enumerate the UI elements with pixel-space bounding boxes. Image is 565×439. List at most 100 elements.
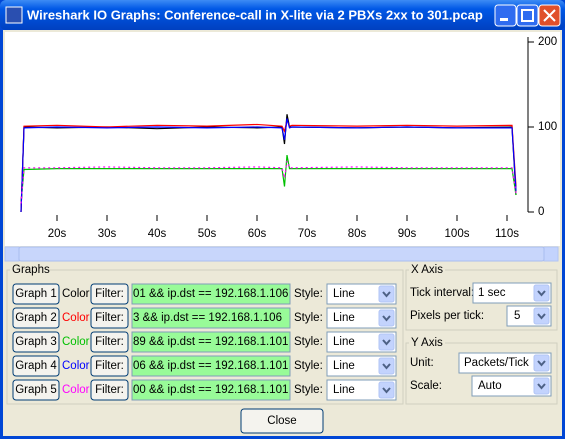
x-tick-label: 20s xyxy=(48,228,67,240)
filter-button-label: Filter: xyxy=(95,384,124,396)
y-axis-group-title: Y Axis xyxy=(411,337,443,349)
filter-text: 00 && ip.dst == 192.168.1.101 xyxy=(133,384,288,396)
color-label: Color xyxy=(62,312,90,324)
group-label-bg xyxy=(10,264,48,276)
color-label: Color xyxy=(62,336,90,348)
dropdown-arrow xyxy=(537,290,546,297)
x-tick-label: 110s xyxy=(495,228,519,240)
filter-button-label: Filter: xyxy=(95,288,124,300)
graph-toggle-button[interactable] xyxy=(12,331,60,353)
close-icon xyxy=(543,9,556,22)
x-tick-label: 80s xyxy=(348,228,367,240)
graph-toggle-label: Graph 2 xyxy=(15,312,57,324)
group-label-bg xyxy=(409,337,445,349)
filter-button[interactable] xyxy=(90,307,129,329)
close-button[interactable] xyxy=(240,408,324,434)
dropdown-arrow-button[interactable] xyxy=(378,357,395,375)
color-label: Color xyxy=(62,288,90,300)
graph-toggle-label: Graph 5 xyxy=(15,384,57,396)
filter-button[interactable] xyxy=(90,355,129,377)
filter-text: 3 && ip.dst == 192.168.1.106 xyxy=(133,312,282,324)
color-label: Color xyxy=(62,384,90,396)
y-tick-label: 200 xyxy=(538,36,557,48)
style-label: Style: xyxy=(294,312,323,324)
plot-area[interactable] xyxy=(5,32,560,246)
graph-toggle-button[interactable] xyxy=(12,307,60,329)
filter-field[interactable] xyxy=(131,355,291,377)
graph-toggle-button[interactable] xyxy=(12,283,60,305)
filter-button-label: Filter: xyxy=(95,360,124,372)
y-tick-label: 100 xyxy=(538,121,557,133)
filter-text: 89 && ip.dst == 192.168.1.101 xyxy=(133,336,288,348)
graph-toggle-label: Graph 1 xyxy=(15,288,57,300)
chart: 0 100 200 20s 30s 40s 50s 60s 70s 80s 90s 100s 110s xyxy=(20,36,557,240)
dropdown-arrow xyxy=(537,313,546,320)
window-title: Wireshark IO Graphs: Conference-call in … xyxy=(27,7,483,22)
scroll-left[interactable] xyxy=(4,246,20,262)
scale-value: Auto xyxy=(478,380,502,392)
style-label: Style: xyxy=(294,384,323,396)
tick-interval-label: Tick interval: xyxy=(410,287,474,299)
dropdown-arrow xyxy=(382,387,391,394)
x-tick-label: 40s xyxy=(148,228,167,240)
dropdown-arrow-button[interactable] xyxy=(378,285,395,303)
graph-toggle-button[interactable] xyxy=(12,379,60,401)
graphs-group xyxy=(6,269,404,405)
filter-button-label: Filter: xyxy=(95,312,124,324)
dropdown-arrow-button[interactable] xyxy=(533,284,550,302)
filter-button[interactable] xyxy=(90,283,129,305)
x-axis-group xyxy=(405,269,558,331)
maximize-button[interactable] xyxy=(516,4,539,27)
dropdown-arrow xyxy=(382,339,391,346)
dropdown-arrow-button[interactable] xyxy=(533,377,550,395)
close-button-label: Close xyxy=(267,415,296,427)
dropdown-arrow-button[interactable] xyxy=(533,354,550,372)
style-value: Line xyxy=(333,312,355,324)
dropdown-arrow xyxy=(537,383,546,390)
graph-toggle-button[interactable] xyxy=(12,355,60,377)
filter-button[interactable] xyxy=(90,331,129,353)
filter-field[interactable] xyxy=(131,283,291,305)
minimize-button[interactable] xyxy=(494,4,517,27)
scrollbar-thumb[interactable] xyxy=(18,246,545,262)
style-value: Line xyxy=(333,336,355,348)
filter-field[interactable] xyxy=(131,307,291,329)
dropdown-arrow-button[interactable] xyxy=(378,309,395,327)
filter-button[interactable] xyxy=(90,379,129,401)
filter-field[interactable] xyxy=(131,379,291,401)
series-line xyxy=(20,154,517,204)
style-label: Style: xyxy=(294,336,323,348)
graph-rows: Graph 1 Color Filter: 01 && ip.dst == 192.1… xyxy=(12,283,397,401)
scale-label: Scale: xyxy=(410,380,442,392)
style-value: Line xyxy=(333,384,355,396)
x-tick-label: 60s xyxy=(248,228,267,240)
graph-toggle-label: Graph 3 xyxy=(15,336,57,348)
series-line xyxy=(20,118,517,213)
filter-field[interactable] xyxy=(131,331,291,353)
scroll-right[interactable] xyxy=(543,246,559,262)
x-tick-label: 100s xyxy=(445,228,470,240)
dropdown-arrow-button[interactable] xyxy=(533,307,550,325)
tick-interval-select[interactable] xyxy=(472,282,552,304)
x-tick-label: 50s xyxy=(198,228,217,240)
y-axis-group xyxy=(405,342,558,405)
pixels-per-tick-label: Pixels per tick: xyxy=(410,310,484,322)
graph-toggle-label: Graph 4 xyxy=(15,360,57,372)
filter-text: 06 && ip.dst == 192.168.1.101 xyxy=(133,360,288,372)
series-line xyxy=(20,118,517,213)
style-value: Line xyxy=(333,288,355,300)
style-label: Style: xyxy=(294,360,323,372)
x-tick-label: 70s xyxy=(298,228,317,240)
unit-value: Packets/Tick xyxy=(464,357,529,369)
dropdown-arrow-button[interactable] xyxy=(378,381,395,399)
filter-button-label: Filter: xyxy=(95,336,124,348)
unit-select[interactable] xyxy=(458,352,552,374)
scale-select[interactable] xyxy=(471,375,552,397)
maximize-icon xyxy=(521,9,534,22)
style-value: Line xyxy=(333,360,355,372)
style-label: Style: xyxy=(294,288,323,300)
filter-text: 01 && ip.dst == 192.168.1.106 xyxy=(133,288,288,300)
unit-label: Unit: xyxy=(410,357,434,369)
dropdown-arrow-button[interactable] xyxy=(378,333,395,351)
